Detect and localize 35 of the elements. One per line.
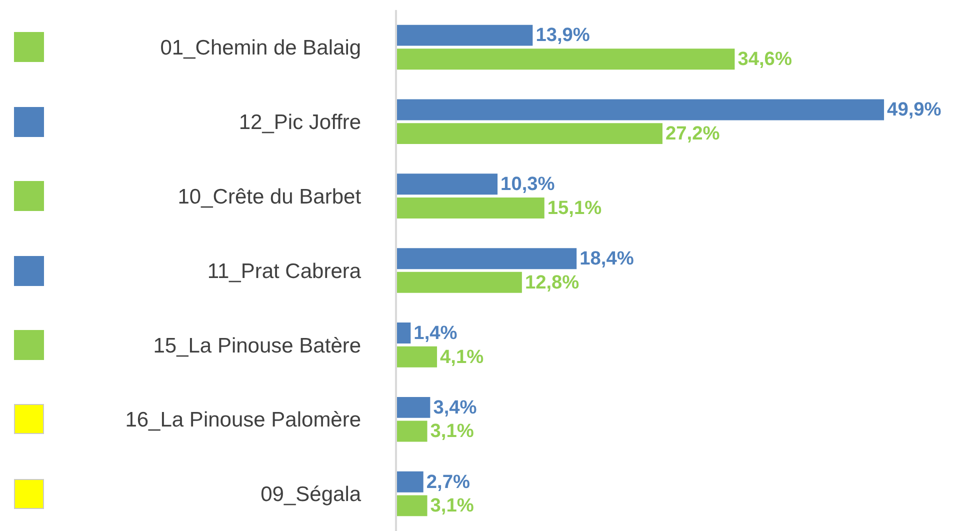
y-tick-label: 15_La Pinouse Batère [153,334,362,358]
bar [397,48,735,70]
bar [397,495,428,516]
data-label: 27,2% [665,123,720,144]
bar [397,346,438,368]
bar [397,198,544,218]
data-label: 34,6% [738,49,792,70]
data-label: 3,4% [433,397,477,418]
y-tick-label: 12_Pic Joffre [238,110,362,134]
y-tick-label: 01_Chemin de Balaig [160,36,362,60]
data-label: 4,1% [440,346,484,368]
bar [397,471,424,492]
data-label: 15,1% [547,198,602,219]
data-label: 49,9% [887,100,942,121]
data-label: 18,4% [580,248,634,270]
data-label: 3,1% [430,496,474,517]
bar [397,396,430,418]
data-label: 13,9% [536,25,590,46]
data-label: 2,7% [426,472,470,493]
bar [397,272,522,293]
bar [397,24,533,46]
bar [397,420,428,442]
data-label: 1,4% [414,322,458,344]
y-tick-label: 09_Ségala [260,483,362,506]
bar [397,123,662,144]
bar [397,322,411,344]
bar [397,248,577,270]
y-tick-label: 16_La Pinouse Palomère [125,408,362,432]
bar [397,99,884,120]
bar [397,174,498,195]
data-label: 3,1% [430,421,474,442]
data-label: 12,8% [524,272,580,294]
y-tick-label: 11_Prat Cabrera [207,260,362,283]
data-label: 10,3% [500,174,555,196]
y-tick-label: 10_Crête du Barbet [178,185,362,208]
